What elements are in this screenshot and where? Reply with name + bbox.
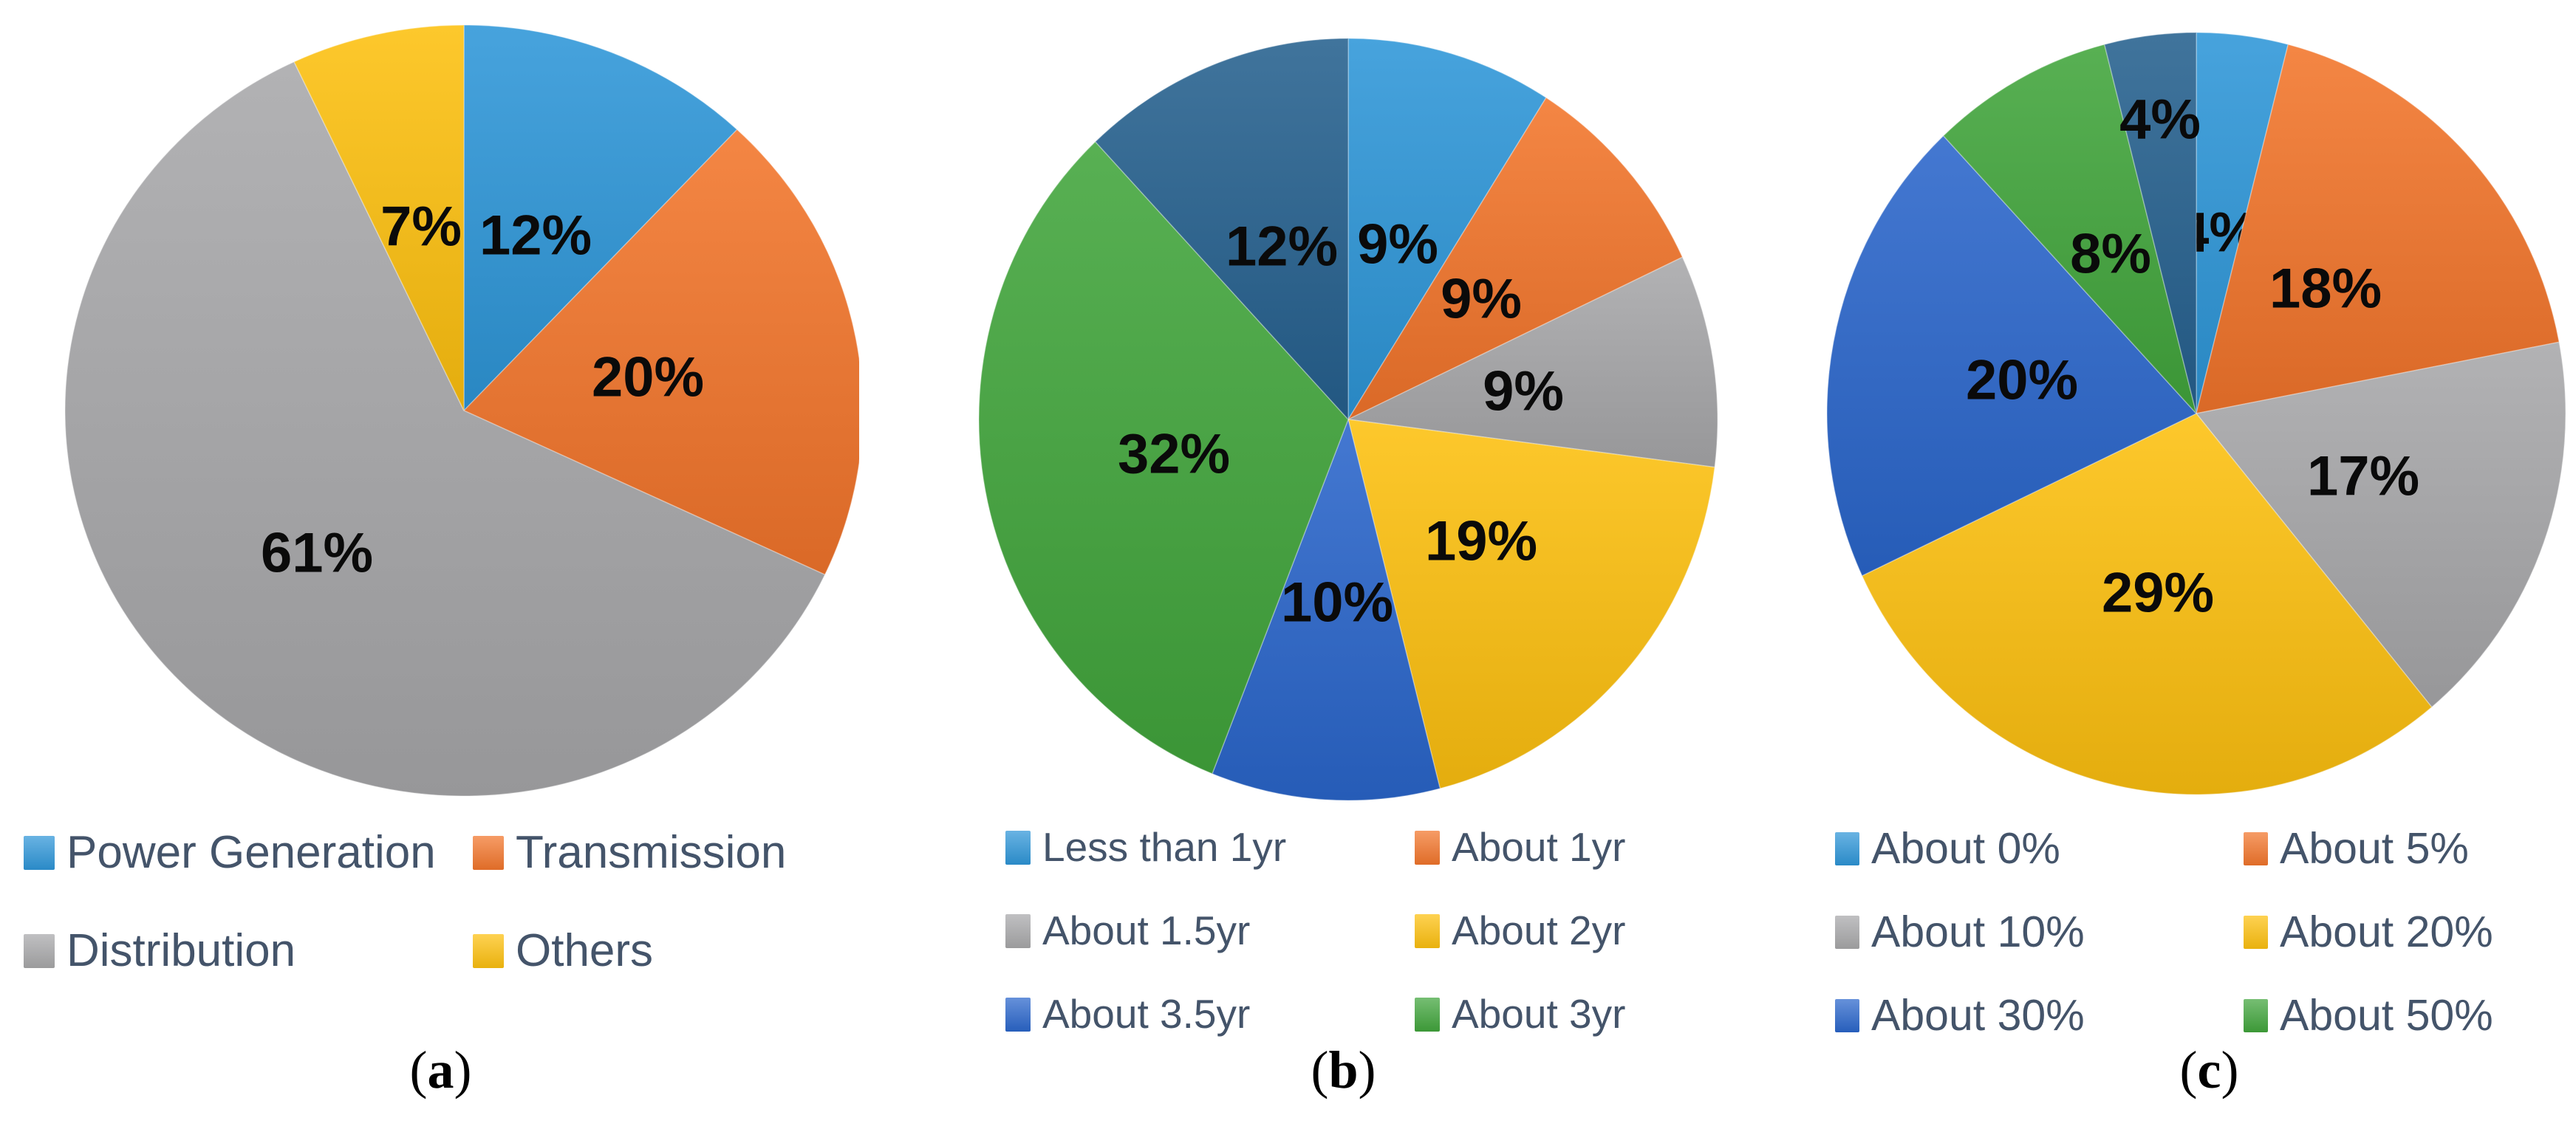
data-label-about-50: 8% [2070, 223, 2151, 286]
legend-swatch-about-50 [2244, 999, 2268, 1032]
data-label-power-generation: 12% [479, 205, 592, 267]
pie-slice-about-30 [1826, 134, 2198, 577]
pie-slice-about-5 [2195, 44, 2560, 414]
legend-label-less-than-1yr: Less than 1yr [1042, 824, 1287, 870]
pie-slice-about-0 [2196, 32, 2289, 414]
data-label-about-30: 20% [1966, 349, 2078, 412]
legend-item-about-5: About 5% [2244, 827, 2469, 871]
legend-label-others: Others [516, 925, 654, 976]
pie-chart-panel-b: 9% 9% 9% 19% 10% 32% 12% Less than 1yr About 1y… [858, 0, 1718, 1132]
legend-swatch-about-1yr [1415, 830, 1440, 865]
legend-item-others: Others [473, 928, 653, 974]
data-label-unlabeled: 4% [2119, 89, 2201, 151]
chart-caption-c: (c) [2179, 1040, 2239, 1100]
legend-swatch-less-than-1yr [1005, 830, 1031, 865]
legend-label-transmission: Transmission [516, 827, 787, 878]
legend-item-transmission: Transmission [473, 830, 786, 876]
legend-swatch-about-3yr [1415, 997, 1440, 1032]
legend-swatch-about-2yr [1415, 913, 1440, 948]
legend-label-about-5: About 5% [2280, 824, 2469, 873]
legend-label-distribution: Distribution [66, 925, 296, 976]
data-label-distribution: 61% [261, 522, 373, 585]
legend-item-about-50: About 50% [2244, 994, 2493, 1037]
legend-item-about-3yr: About 3yr [1415, 994, 1625, 1035]
legend-swatch-about-5 [2244, 832, 2268, 865]
legend-swatch-about-0 [1835, 832, 1859, 865]
pie-slice-transmission [462, 128, 859, 576]
pie-slice-less-than-1yr [1347, 38, 1547, 422]
pie-slice-about-20 [1861, 413, 2433, 795]
legend-label-about-2yr: About 2yr [1452, 908, 1626, 953]
legend-item-about-10: About 10% [1835, 910, 2085, 954]
pie-slice-about-1yr [1347, 97, 1684, 421]
data-label-transmission: 20% [592, 346, 704, 409]
pie-slice-about-3yr [978, 140, 1349, 775]
legend-swatch-others [473, 934, 504, 968]
legend-item-about-1yr: About 1yr [1415, 827, 1625, 868]
legend-item-about-20: About 20% [2244, 910, 2493, 954]
legend-item-about-2yr: About 2yr [1415, 910, 1625, 951]
data-label-less-than-1yr: 9% [1357, 213, 1438, 276]
chart-caption-a: (a) [409, 1040, 472, 1100]
pie-slice-about-50 [1942, 44, 2197, 414]
legend-label-power-generation: Power Generation [66, 827, 436, 878]
data-label-about-1yr: 9% [1441, 268, 1522, 331]
legend-item-power-generation: Power Generation [24, 830, 436, 876]
data-label-about-5: 18% [2269, 258, 2382, 320]
pie-chart-c: 4%18%17%29%20%8%4% [1826, 32, 2566, 795]
legend-label-about-3yr: About 3yr [1452, 991, 1626, 1037]
legend-label-about-1-5yr: About 1.5yr [1042, 908, 1251, 953]
data-label-others: 7% [380, 196, 462, 258]
legend-swatch-power-generation [24, 836, 55, 870]
legend-swatch-transmission [473, 836, 504, 870]
data-label-unlabeled: 12% [1226, 216, 1338, 278]
legend-swatch-about-10 [1835, 916, 1859, 949]
data-label-about-2yr: 19% [1425, 510, 1537, 573]
data-label-about-3-5yr: 10% [1281, 572, 1393, 634]
pie-chart-panel-a: 12% 20% 61% 7% Power Generation Transmission… [0, 0, 859, 1132]
pie-chart-panel-c: 4% 18% 17% 29% 20% 8% 4% About 0% About 5% About… [1718, 0, 2576, 1132]
pie-slice-power-generation [463, 24, 738, 412]
legend-item-about-30: About 30% [1835, 994, 2085, 1037]
pie-chart-b: 9%9%9%19%10%32%12% [978, 38, 1718, 801]
legend-label-about-20: About 20% [2280, 908, 2493, 956]
legend-swatch-about-30 [1835, 999, 1859, 1032]
pie-slice-unlabeled [1094, 38, 1349, 421]
legend-item-about-1-5yr: About 1.5yr [1005, 910, 1250, 951]
chart-caption-b: (b) [1311, 1040, 1376, 1100]
legend-swatch-distribution [24, 934, 55, 968]
data-label-about-10: 17% [2307, 445, 2419, 508]
legend-label-about-3-5yr: About 3.5yr [1042, 991, 1251, 1037]
legend-swatch-about-1-5yr [1005, 913, 1031, 948]
legend-item-about-0: About 0% [1835, 827, 2060, 871]
legend-label-about-50: About 50% [2280, 991, 2493, 1040]
legend-label-about-30: About 30% [1871, 991, 2085, 1040]
pie-slice-about-2yr [1347, 419, 1715, 789]
pie-chart-a: 12% 20% 61% 7% [64, 24, 859, 797]
legend-swatch-about-3-5yr [1005, 997, 1031, 1032]
data-label-about-1-5yr: 9% [1483, 360, 1564, 423]
data-label-about-20: 29% [2102, 562, 2214, 625]
legend-label-about-0: About 0% [1871, 824, 2060, 873]
pie-slice-distribution [64, 61, 826, 797]
pie-slice-about-1-5yr [1346, 256, 1718, 468]
legend-item-distribution: Distribution [24, 928, 295, 974]
legend-item-about-3-5yr: About 3.5yr [1005, 994, 1250, 1035]
legend-label-about-1yr: About 1yr [1452, 824, 1626, 870]
legend-swatch-about-20 [2244, 916, 2268, 949]
legend-label-about-10: About 10% [1871, 908, 2085, 956]
pie-slice-about-10 [2195, 341, 2566, 708]
legend-item-less-than-1yr: Less than 1yr [1005, 827, 1286, 868]
pie-slice-unlabeled [2103, 32, 2197, 414]
pie-slice-about-3-5yr [1211, 417, 1441, 801]
pie-slice-others [293, 24, 465, 411]
data-label-about-3yr: 32% [1118, 423, 1230, 486]
